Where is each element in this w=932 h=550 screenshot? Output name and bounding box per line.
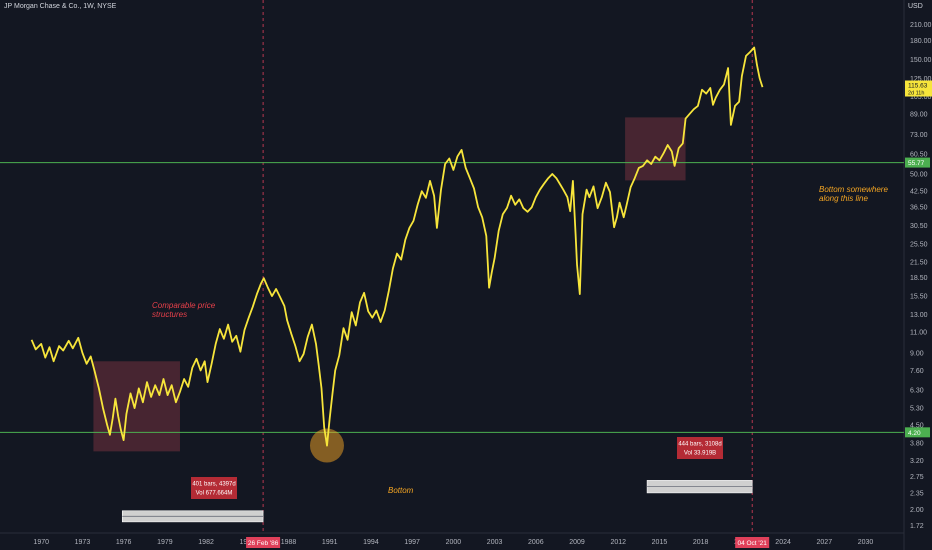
x-tick-label: 1994	[363, 539, 379, 546]
measure-label-left-line2: Vol 677.664M	[196, 491, 233, 497]
y-tick-label: 15.50	[910, 294, 928, 301]
x-tick-label: 1991	[322, 539, 338, 546]
y-tick-label: 7.60	[910, 368, 924, 375]
structure-box-2	[625, 117, 686, 181]
y-tick-label: 36.50	[910, 204, 928, 211]
x-tick-label: 2030	[858, 539, 874, 546]
annotation-bottom-line: Bottom somewhere along this line	[819, 185, 888, 203]
y-tick-label: 30.50	[910, 223, 928, 230]
upper-level-tag: 55.77	[908, 160, 925, 167]
structure-box-1	[93, 361, 180, 452]
y-tick-label: 6.30	[910, 388, 924, 395]
y-tick-label: 4.50	[910, 423, 924, 430]
x-tick-label: 2003	[487, 539, 503, 546]
y-tick-label: 42.50	[910, 188, 928, 195]
x-tick-label: 1973	[75, 539, 91, 546]
y-tick-label: 2.35	[910, 490, 924, 497]
x-tick-label: 2027	[817, 539, 833, 546]
price-series-line	[30, 46, 764, 447]
x-tick-label: 1997	[404, 539, 420, 546]
date-tag-right-bg	[735, 537, 770, 548]
measure-label-left-line1: 401 bars, 4397d	[192, 482, 235, 488]
x-tick-label: 2009	[569, 539, 585, 546]
y-tick-label: 5.30	[910, 406, 924, 413]
y-tick-label: 125.00	[910, 76, 932, 83]
date-tag-left-bg	[246, 537, 281, 548]
x-tick-label: 1982	[198, 539, 214, 546]
current-price-tag-bg	[905, 80, 932, 97]
measure-label-right-bg	[677, 437, 723, 459]
y-tick-label: 18.50	[910, 275, 928, 282]
measure-label-right-line1: 444 bars, 3108d	[678, 442, 721, 448]
upper-level-tag-bg	[905, 157, 930, 168]
y-tick-label: 2.00	[910, 507, 924, 514]
y-tick-label: 73.00	[910, 132, 928, 139]
current-price-countdown: 2d 11h	[908, 91, 924, 97]
lower-level-tag-bg	[905, 427, 930, 438]
y-tick-label: 21.50	[910, 259, 928, 266]
measure-label-right-line2: Vol 33.919B	[684, 451, 716, 457]
y-tick-label: 25.50	[910, 242, 928, 249]
y-tick-label: 210.00	[910, 22, 932, 29]
x-tick-label: 1970	[33, 539, 49, 546]
lower-level-tag: 4.20	[908, 430, 921, 437]
date-tag-right: 04 Oct '21	[737, 540, 767, 547]
y-tick-label: 2.75	[910, 474, 924, 481]
x-tick-label: 2000	[446, 539, 462, 546]
y-tick-label: 105.00	[910, 94, 932, 101]
currency-label: USD	[908, 3, 923, 10]
current-price-tag: 115.63	[908, 83, 928, 90]
symbol-title: JP Morgan Chase & Co., 1W, NYSE	[4, 3, 117, 10]
y-tick-label: 13.00	[910, 312, 928, 319]
y-tick-label: 9.00	[910, 350, 924, 357]
x-tick-label: 1979	[157, 539, 173, 546]
x-tick-label: 2024	[775, 539, 791, 546]
x-tick-label: 2015	[652, 539, 668, 546]
measure-label-left-bg	[191, 477, 237, 499]
y-tick-label: 180.00	[910, 38, 932, 45]
y-tick-label: 89.00	[910, 111, 928, 118]
x-tick-label: 2006	[528, 539, 544, 546]
x-tick-label: 1988	[281, 539, 297, 546]
y-tick-label: 60.50	[910, 152, 928, 159]
annotation-bottom: Bottom	[388, 486, 414, 495]
x-tick-label: 1976	[116, 539, 132, 546]
y-tick-label: 50.00	[910, 171, 928, 178]
x-tick-label: 2018	[693, 539, 709, 546]
y-tick-label: 11.00	[910, 329, 927, 336]
x-tick-label: 2012	[610, 539, 626, 546]
y-tick-label: 3.80	[910, 440, 924, 447]
y-tick-label: 1.72	[910, 523, 924, 530]
date-tag-left: 26 Feb '86	[248, 540, 279, 547]
annotation-comparable: Comparable price structures	[152, 301, 216, 319]
y-tick-label: 3.20	[910, 458, 924, 465]
y-tick-label: 150.00	[910, 57, 932, 64]
